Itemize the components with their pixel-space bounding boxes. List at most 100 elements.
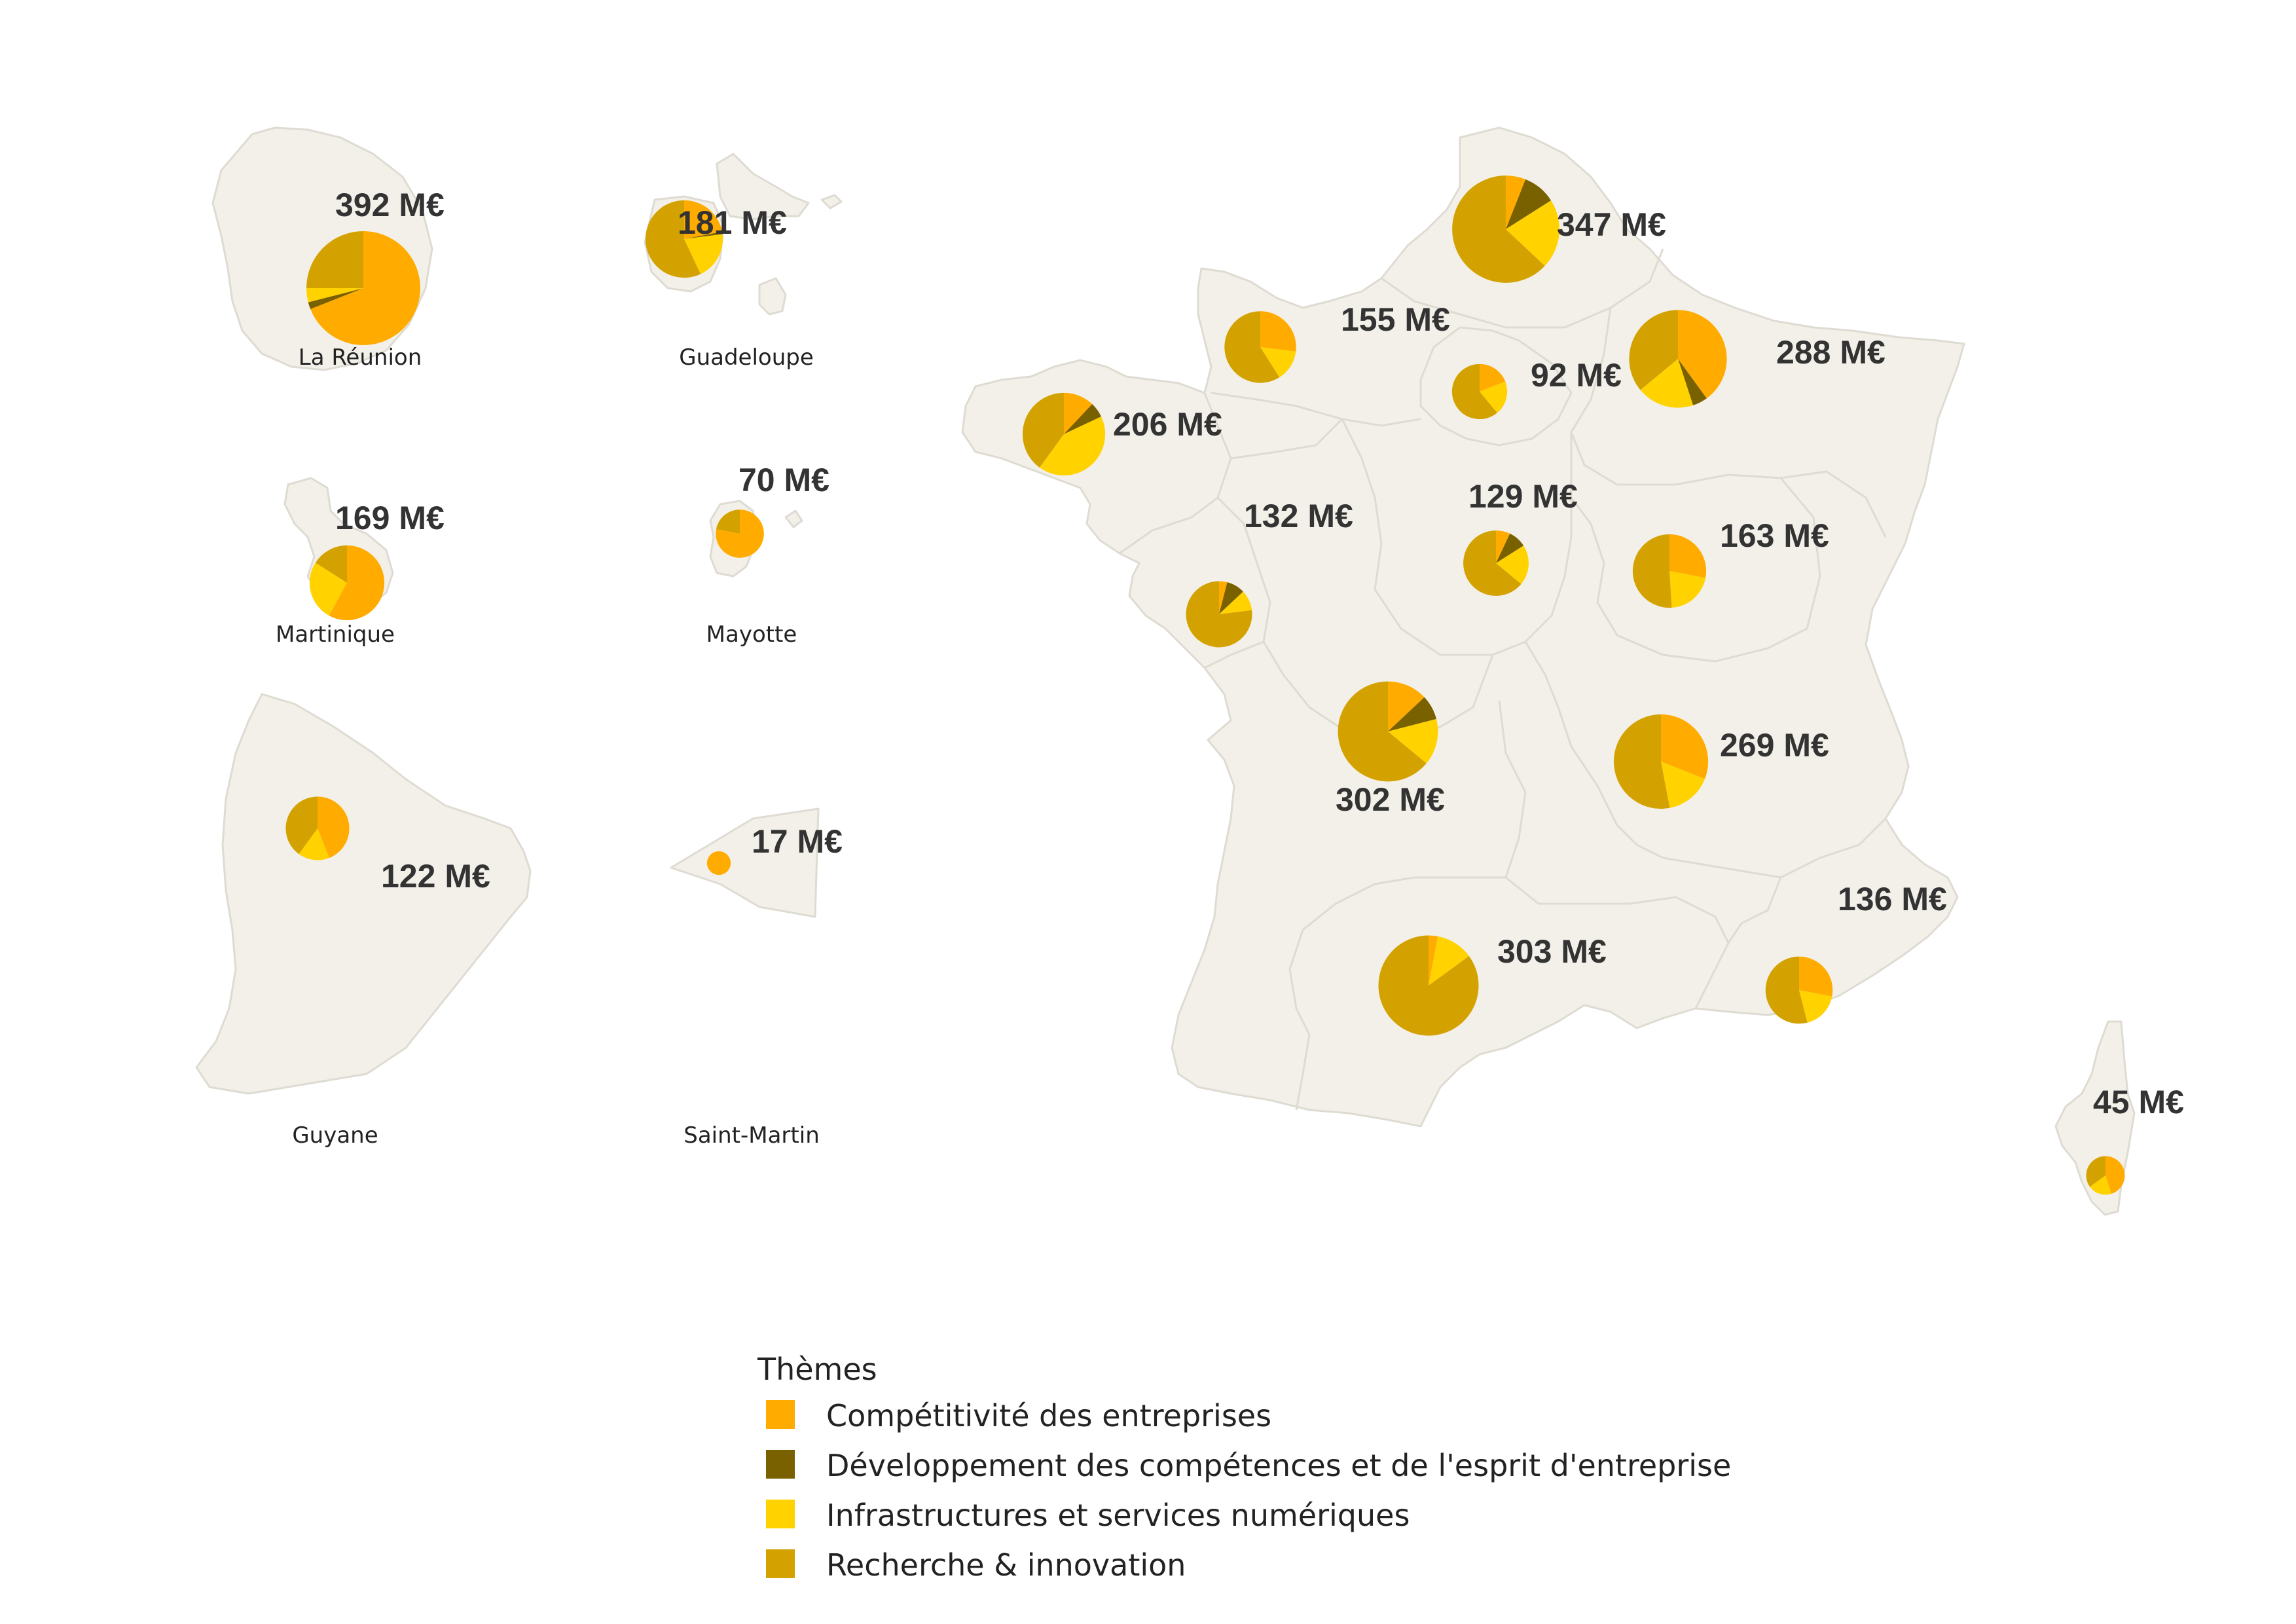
island-saint-martin (670, 807, 820, 918)
amount-label: 129 M€ (1468, 478, 1578, 515)
pie-slice-competences (1219, 582, 1243, 614)
pie-slice-competitivite (684, 200, 723, 239)
pie-slice-competences (1678, 359, 1707, 405)
pie-slice-recherche (315, 545, 347, 583)
territory-name: Guyane (292, 1122, 378, 1149)
pie-slice-competitivite (310, 231, 420, 345)
pie-slice-competences (1506, 179, 1552, 229)
pie-slice-competitivite (318, 796, 350, 858)
amount-label: 181 M€ (678, 204, 787, 241)
pie-slice-competitivite (329, 545, 385, 621)
pie-slice-recherche (306, 231, 363, 288)
pie-slice-numerique (1388, 719, 1438, 764)
pie-slice-recherche (1451, 363, 1497, 420)
pie-slice-numerique (1506, 200, 1559, 267)
pie-slice-competitivite (1219, 581, 1228, 614)
pie-slice-numerique (684, 234, 723, 274)
pie-slice-numerique (1799, 990, 1832, 1023)
amount-label: 155 M€ (1341, 301, 1450, 338)
amount-label: 392 M€ (335, 187, 445, 223)
amount-label: 122 M€ (381, 858, 490, 895)
island-guadeloupe-small-2 (758, 277, 787, 316)
pie-slice-recherche (1452, 175, 1545, 283)
legend: Thèmes Compétitivité des entreprises Dév… (757, 1352, 1731, 1583)
amount-labels: 392 M€ 181 M€ 169 M€ 70 M€ 122 M€ 17 M€ … (335, 187, 2184, 1120)
pie-slice-numerique (299, 828, 329, 860)
region-border-bourgogne (1570, 477, 1821, 663)
pie-slice-recherche (1629, 310, 1678, 390)
territory-name: Saint-Martin (683, 1122, 820, 1149)
legend-title: Thèmes (757, 1352, 877, 1387)
territory-guyane (195, 693, 532, 1095)
pie-slice-competitivite (1480, 363, 1506, 392)
region-border-paca (1727, 877, 1782, 944)
legend-swatch-competences (766, 1450, 795, 1479)
legend-label: Infrastructures et services numériques (826, 1498, 1410, 1533)
pie-charts (285, 175, 2125, 1195)
amount-label: 169 M€ (335, 500, 445, 536)
pie-slice-numerique (2090, 1175, 2112, 1195)
legend-label: Développement des compétences et de l'es… (826, 1448, 1731, 1483)
pie-slice-competitivite (1678, 310, 1727, 399)
pie-slice-recherche (1224, 311, 1280, 383)
territory-name: Guadeloupe (679, 344, 814, 371)
pie-slice-numerique (1496, 545, 1529, 584)
region-border-pays-de-la-loire (1204, 418, 1343, 669)
pie-slice-numerique (1219, 591, 1252, 614)
pie-slice-numerique (1429, 936, 1469, 986)
territory-names: La Réunion Guadeloupe Martinique Mayotte… (276, 344, 820, 1149)
pie-slice-numerique (1640, 359, 1694, 408)
territory-name: La Réunion (299, 344, 422, 371)
pie-slice-recherche (645, 200, 701, 278)
legend-label: Recherche & innovation (826, 1547, 1186, 1583)
pie-slice-recherche (1378, 935, 1479, 1036)
region-border-occitanie (1505, 876, 1730, 1009)
island-mayotte-small (784, 509, 803, 528)
pie-slice-numerique (309, 563, 347, 616)
amount-label: 45 M€ (2093, 1084, 2184, 1120)
pie-slice-recherche (1338, 681, 1427, 782)
pie-slice-competitivite (1799, 956, 1833, 997)
region-border-centre (1341, 418, 1573, 656)
pie-slice-competences (684, 231, 723, 239)
amount-label: 269 M€ (1720, 727, 1829, 764)
pie-slice-competences (308, 288, 363, 310)
pie-slice-numerique (1669, 571, 1706, 608)
pie-slice-recherche (1186, 581, 1252, 648)
pie-slice-recherche (1463, 530, 1522, 596)
pie-slice-recherche (2086, 1156, 2105, 1187)
territory-name: Mayotte (706, 621, 797, 648)
amount-label: 163 M€ (1720, 517, 1829, 554)
region-border-hauts-de-france (1381, 248, 1664, 329)
pie-slice-recherche (1632, 534, 1672, 608)
amount-label: 132 M€ (1244, 498, 1353, 534)
pie-slice-numerique (1260, 347, 1296, 378)
pie-slice-competences (1496, 533, 1524, 563)
pie-slice-recherche (716, 509, 740, 534)
pie-slice-competitivite (2105, 1156, 2125, 1194)
pie-slice-recherche (1022, 392, 1064, 468)
pie-slice-competitivite (706, 851, 731, 876)
pie-slice-recherche (1613, 714, 1670, 809)
pie-slice-competitivite (1064, 392, 1093, 434)
island-guadeloupe-small-1 (820, 194, 843, 210)
pie-slice-competitivite (1260, 311, 1296, 352)
pie-slice-competences (1064, 404, 1102, 434)
pie-slice-competitivite (1661, 714, 1709, 779)
amount-label: 70 M€ (738, 462, 829, 498)
pie-slice-recherche (1765, 956, 1808, 1024)
pie-slice-recherche (285, 796, 318, 855)
pie-slice-competitivite (1388, 681, 1425, 731)
pie-slice-numerique (1039, 416, 1106, 476)
region-border-aura (1524, 641, 1887, 879)
amount-label: 136 M€ (1838, 881, 1947, 917)
region-border-idf (1419, 326, 1573, 447)
region-border-grand-est (1570, 307, 1887, 538)
pie-slice-competences (1388, 697, 1436, 731)
amount-label: 288 M€ (1776, 334, 1886, 371)
pie-slice-numerique (1480, 381, 1508, 413)
legend-swatch-numerique (766, 1500, 795, 1528)
amount-label: 206 M€ (1113, 406, 1222, 443)
legend-swatch-recherche (766, 1549, 795, 1578)
